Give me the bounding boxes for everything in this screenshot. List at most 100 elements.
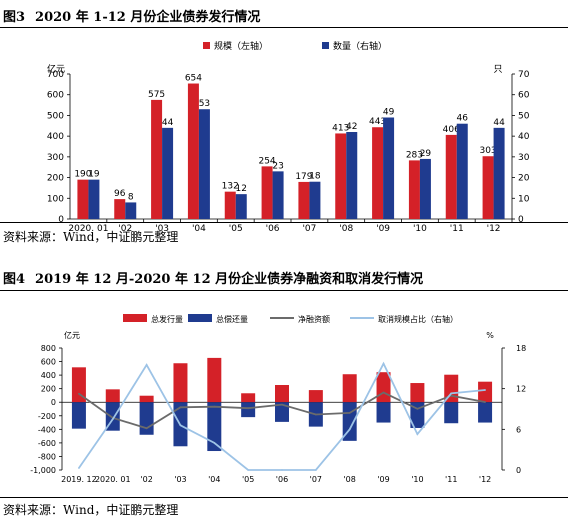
y-left-tick-label: 200 [47, 174, 64, 184]
data-label: 283 [406, 150, 423, 160]
bar-count [383, 117, 395, 219]
y-right-tick-label: 40 [518, 132, 530, 142]
data-label: 19 [88, 170, 100, 180]
data-label: 303 [479, 146, 496, 156]
x-tick-label: '05 [229, 224, 243, 232]
y-right-tick-label: 0 [516, 466, 521, 475]
y-right-tick-label: 20 [518, 174, 530, 184]
bar-count [493, 127, 505, 219]
line-point [179, 406, 182, 409]
y-right-tick-label: 10 [518, 194, 530, 204]
y-left-tick-label: -800 [38, 452, 56, 461]
data-label: 8 [128, 192, 134, 202]
figure1-title: 图3 2020 年 1-12 月份企业债券发行情况 [3, 6, 260, 25]
line-point [78, 392, 80, 395]
y-right-tick-label: 6 [516, 425, 521, 434]
line-point [348, 428, 351, 431]
figure2-bottom-rule [0, 497, 568, 498]
line-point [145, 427, 148, 430]
x-tick-label: 2019. 12 [61, 475, 97, 484]
bar-issuance [308, 390, 323, 403]
bar-scale [298, 181, 310, 219]
x-tick-label: '06 [276, 475, 288, 484]
x-tick-label: 2020. 01 [95, 475, 131, 484]
x-tick-label: '03 [174, 475, 186, 484]
data-label: 12 [236, 184, 247, 194]
line-point [484, 389, 486, 391]
bar-issuance [342, 374, 357, 403]
legend-label: 总发行量 [151, 314, 183, 324]
data-label: 23 [272, 161, 283, 171]
bar-issuance [173, 363, 188, 403]
data-label: 18 [309, 172, 321, 182]
bar-count [88, 179, 100, 219]
y-left-tick-label: 200 [41, 385, 56, 394]
line-point [145, 364, 148, 366]
bar-count [162, 127, 174, 219]
bar-scale [372, 127, 384, 219]
line-point [213, 441, 216, 444]
bar-scale [114, 199, 126, 219]
bar-scale [77, 179, 89, 219]
data-label: 42 [346, 122, 357, 132]
data-label: 179 [295, 172, 312, 182]
x-tick-label: '08 [343, 475, 355, 484]
y-right-tick-label: 0 [518, 215, 524, 225]
bar-repayment [376, 402, 391, 423]
bar-count [456, 123, 468, 219]
bar-repayment [241, 402, 256, 418]
bar-issuance [275, 385, 289, 403]
bar-issuance [478, 381, 493, 403]
x-tick-label: '11 [450, 224, 464, 232]
bar-scale [408, 160, 420, 219]
y-right-tick-label: 60 [518, 91, 530, 101]
chart1-issuance: 规模（左轴） 数量（右轴） 亿元 只 0 100 200 300 400 500 600 700 0 10… [47, 40, 530, 232]
line-point [281, 469, 283, 471]
bar-issuance [241, 393, 256, 403]
bar-count [309, 181, 321, 219]
y-left-tick-label: 0 [51, 398, 56, 407]
y-right-tick-label: 50 [518, 111, 530, 121]
bar-scale [224, 191, 236, 219]
bar-issuance [376, 372, 391, 403]
figure2-top-rule [0, 290, 568, 291]
line-point [247, 407, 250, 410]
line-point [314, 413, 317, 416]
line-point [348, 411, 351, 414]
figure1-top-rule [0, 27, 568, 28]
bar-scale [445, 134, 457, 219]
x-tick-label: '09 [377, 475, 389, 484]
bar-repayment [207, 402, 222, 452]
line-point [416, 433, 419, 435]
figure2-title: 图4 2019 年 12 月-2020 年 12 月份企业债券净融资和取消发行情况 [3, 268, 423, 287]
y-left-tick-label: 300 [47, 153, 64, 163]
line-point [416, 407, 419, 410]
legend-swatch [203, 42, 210, 49]
line-point [281, 403, 283, 406]
data-label: 44 [162, 118, 174, 128]
bar-scale [335, 133, 347, 219]
figure1-bottom-rule [0, 222, 568, 223]
data-label: 654 [185, 74, 202, 84]
figure1-title-text: 2020 年 1-12 月份企业债券发行情况 [35, 10, 261, 25]
bar-repayment [410, 402, 425, 428]
x-tick-label: '04 [192, 224, 206, 232]
figure1-source: 资料来源：Wind，中证鹏元整理 [3, 230, 179, 244]
bar-repayment [275, 402, 289, 422]
line-point [179, 424, 182, 427]
legend-label: 净融资额 [298, 314, 330, 324]
legend-label: 总偿还量 [216, 314, 248, 324]
bar-repayment [478, 402, 493, 423]
bar-repayment [342, 402, 357, 441]
bar-count [346, 132, 358, 219]
bar-count [419, 158, 431, 219]
line-point [111, 418, 114, 421]
y-left-tick-label: 400 [47, 132, 64, 142]
data-label: 44 [493, 118, 505, 128]
bar-repayment [444, 402, 459, 424]
x-tick-label: '12 [487, 224, 501, 232]
y-right-unit: 只 [493, 65, 502, 75]
y-right-tick-label: 18 [516, 344, 526, 353]
x-tick-label: '05 [242, 475, 254, 484]
x-tick-label: '02 [118, 224, 132, 232]
